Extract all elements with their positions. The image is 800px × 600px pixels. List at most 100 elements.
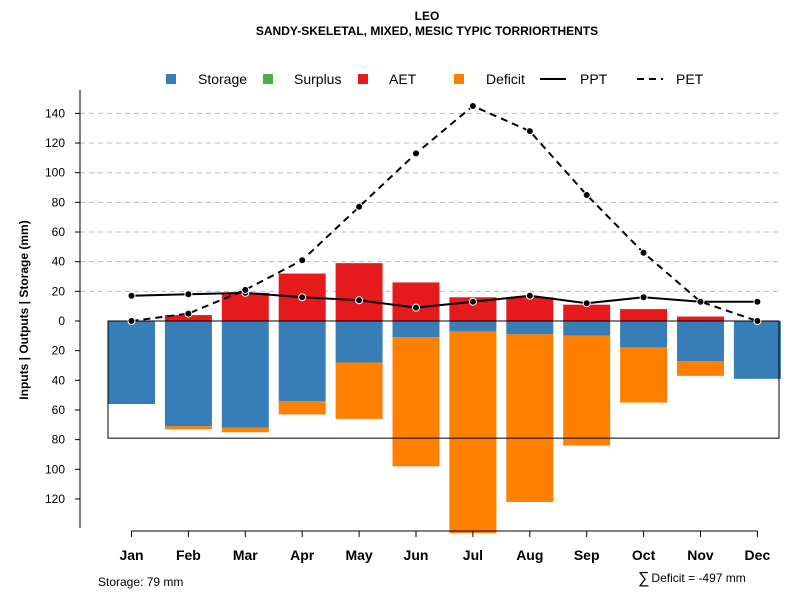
y-tick-label: 100 <box>45 166 65 180</box>
y-tick-label: 60 <box>52 225 66 239</box>
legend-storage-swatch <box>166 74 176 84</box>
legend-deficit-swatch <box>454 74 464 84</box>
pet-point <box>753 317 762 325</box>
legend-item-ppt: PPT <box>540 71 608 87</box>
x-tick-label: Feb <box>176 547 201 563</box>
storage-bar <box>335 321 383 363</box>
ppt-point <box>184 290 193 299</box>
aet-bar <box>164 315 212 321</box>
storage-footnote: Storage: 79 mm <box>98 575 184 589</box>
deficit-bar <box>278 401 326 415</box>
legend-aet-swatch <box>358 74 368 84</box>
x-tick-label: Apr <box>290 547 315 563</box>
y-tick-label: 140 <box>45 106 65 120</box>
y-tick-label: 80 <box>52 433 66 447</box>
x-tick-label: Jun <box>404 547 429 563</box>
ppt-point <box>298 293 307 302</box>
x-tick-label: Mar <box>233 547 258 563</box>
aet-bar <box>677 316 724 321</box>
deficit-bar <box>506 334 554 502</box>
pet-point <box>525 127 534 136</box>
x-tick-label: Oct <box>632 547 656 563</box>
aet-bar <box>506 297 554 321</box>
legend-item-pet: PET <box>637 71 704 87</box>
y-axis-label: Inputs | Outputs | Storage (mm) <box>17 220 31 399</box>
chart-title-classification: SANDY-SKELETAL, MIXED, MESIC TYPIC TORRI… <box>255 24 599 38</box>
storage-bar <box>506 321 554 335</box>
legend-deficit-label: Deficit <box>486 71 525 87</box>
y-tick-label: 100 <box>45 462 65 476</box>
pet-point <box>468 101 477 110</box>
x-tick-label: Jan <box>119 547 143 563</box>
legend-surplus-label: Surplus <box>294 71 341 87</box>
legend-ppt-label: PPT <box>580 71 608 87</box>
pet-point <box>127 317 136 325</box>
legend-item-deficit: Deficit <box>454 71 525 87</box>
ppt-point <box>412 303 420 312</box>
x-tick-label: Dec <box>745 547 771 563</box>
aet-bar <box>392 282 440 321</box>
storage-bar <box>677 321 724 362</box>
storage-bar <box>392 321 440 338</box>
deficit-total-text: Deficit = -497 mm <box>651 571 746 585</box>
storage-bar <box>164 321 212 427</box>
y-tick-label: 20 <box>52 344 66 358</box>
deficit-bar <box>677 361 724 376</box>
aet-bar <box>335 263 383 321</box>
legend-item-surplus: Surplus <box>263 71 341 87</box>
deficit-bar <box>563 335 611 446</box>
ppt-point <box>468 297 477 306</box>
ppt-point <box>127 291 136 300</box>
y-tick-label: 0 <box>58 314 65 328</box>
legend-aet-label: AET <box>389 71 417 87</box>
pet-point <box>298 256 307 265</box>
aet-bar <box>563 304 611 321</box>
storage-bar <box>620 321 668 348</box>
legend-pet-label: PET <box>676 71 704 87</box>
pet-point <box>355 202 364 211</box>
y-tick-label: 120 <box>45 492 65 506</box>
pet-point <box>412 149 420 158</box>
storage-bar <box>221 321 269 428</box>
deficit-bar <box>449 331 497 534</box>
y-tick-label: 120 <box>45 136 65 150</box>
deficit-footnote: ∑ Deficit = -497 mm <box>638 570 746 588</box>
aet-bar <box>620 309 668 321</box>
deficit-bar <box>221 427 269 433</box>
legend-item-storage: Storage <box>166 71 247 87</box>
x-tick-label: Aug <box>516 547 543 563</box>
storage-bar <box>733 321 781 379</box>
pet-point <box>582 190 591 199</box>
deficit-bar <box>620 347 668 403</box>
ppt-point <box>582 299 591 308</box>
pet-line <box>131 104 758 322</box>
y-tick-label: 60 <box>52 403 66 417</box>
pet-point <box>241 285 250 294</box>
storage-bar <box>449 321 497 332</box>
x-tick-label: Sep <box>574 547 600 563</box>
ppt-point <box>525 291 534 300</box>
deficit-bar <box>392 337 440 467</box>
legend-storage-label: Storage <box>198 71 247 87</box>
pet-point <box>184 309 193 318</box>
storage-bar <box>108 321 155 405</box>
y-tick-label: 40 <box>52 255 66 269</box>
x-tick-label: Jul <box>463 547 483 563</box>
x-tick-label: Nov <box>687 547 714 563</box>
chart-title-soil-series: LEO <box>414 9 440 23</box>
y-tick-label: 40 <box>52 373 66 387</box>
y-tick-label: 20 <box>52 284 66 298</box>
storage-bar <box>563 321 611 336</box>
storage-bar <box>278 321 326 402</box>
legend-item-aet: AET <box>358 71 417 87</box>
x-tick-label: May <box>345 547 372 563</box>
pet-point <box>639 248 648 257</box>
deficit-bar <box>335 362 383 419</box>
aet-bar <box>221 292 269 321</box>
ppt-point <box>639 293 648 302</box>
ppt-point <box>355 296 364 305</box>
sum-icon: ∑ <box>638 570 650 587</box>
ppt-point <box>753 297 762 306</box>
y-tick-label: 80 <box>52 195 66 209</box>
